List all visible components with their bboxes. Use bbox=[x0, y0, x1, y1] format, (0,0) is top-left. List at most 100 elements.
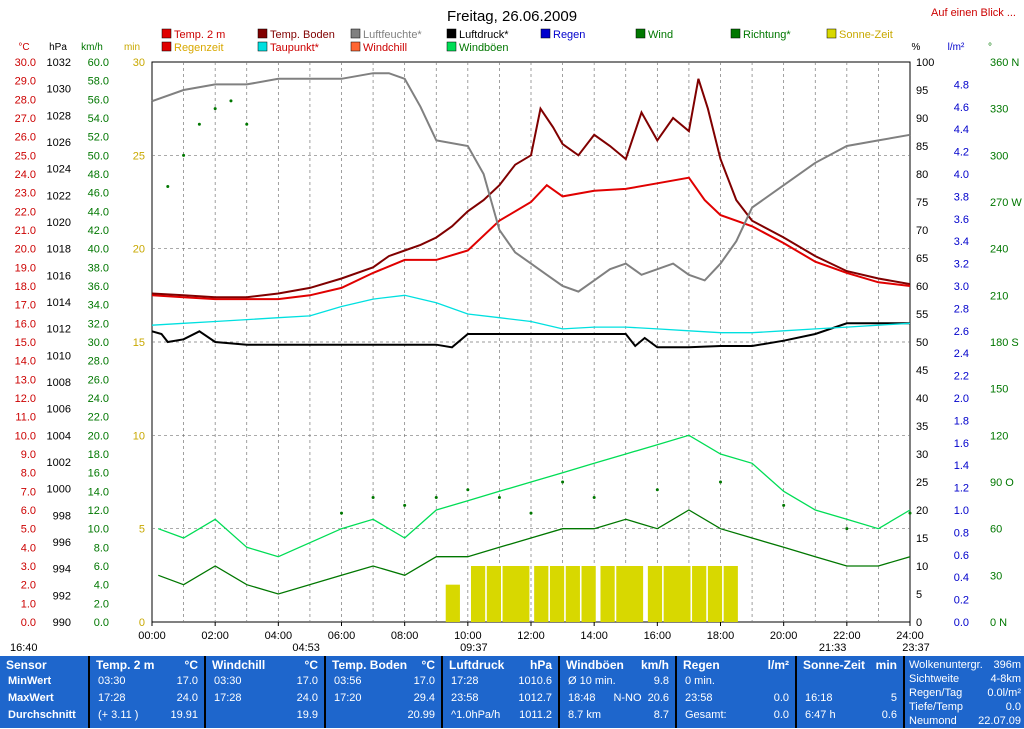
stats-row: Gesamt: 0.0 bbox=[685, 709, 789, 724]
sun-times-row: 16:40 04:53 09:37 21:33 23:37 bbox=[10, 642, 930, 654]
humidity-tick: 65 bbox=[916, 253, 928, 265]
wind-tick: 20.0 bbox=[88, 430, 109, 442]
pressure-tick: 1020 bbox=[47, 217, 71, 229]
temp-tick: 19.0 bbox=[15, 262, 36, 274]
sun-bar bbox=[628, 566, 644, 622]
humidity-tick: 15 bbox=[916, 533, 928, 545]
temp-tick: 10.0 bbox=[15, 430, 36, 442]
stats-row: 17:28 1010.6 bbox=[451, 675, 552, 690]
legend-label: Richtung* bbox=[743, 29, 791, 41]
stats-header: Temp. Boden bbox=[332, 658, 408, 672]
pressure-tick: 1018 bbox=[47, 244, 71, 256]
temp-tick: 5.0 bbox=[21, 524, 36, 536]
wind-tick: 28.0 bbox=[88, 356, 109, 368]
wind-tick: 26.0 bbox=[88, 374, 109, 386]
pressure-tick: 1026 bbox=[47, 137, 71, 149]
direction-tick: 150 bbox=[990, 384, 1008, 396]
wind-tick: 16.0 bbox=[88, 468, 109, 480]
stats-row: 18:48 N-NO 20.6 bbox=[568, 692, 669, 707]
rain-tick: 1.0 bbox=[954, 505, 969, 517]
pressure-tick: 1032 bbox=[47, 57, 71, 69]
stats-row: 8.7 km 8.7 bbox=[568, 709, 669, 724]
temp-tick: 25.0 bbox=[15, 150, 36, 162]
wind-tick: 24.0 bbox=[88, 393, 109, 405]
extra-key: Neumond bbox=[909, 715, 957, 727]
stats-value: (+ 3.11 ) bbox=[98, 709, 139, 721]
stats-row: (+ 3.11 ) 19.91 bbox=[98, 709, 198, 724]
direction-point bbox=[592, 496, 596, 500]
legend-label: Luftdruck* bbox=[459, 29, 509, 41]
legend-swatch bbox=[161, 28, 172, 39]
stats-value: 24.0 bbox=[176, 692, 198, 704]
direction-point bbox=[466, 488, 470, 492]
extra-value: 22.07.09 bbox=[978, 715, 1021, 727]
rain-tick: 2.0 bbox=[954, 393, 969, 405]
rain-tick: 2.6 bbox=[954, 326, 969, 338]
pressure-tick: 1012 bbox=[47, 324, 71, 336]
humidity-tick: 40 bbox=[916, 393, 928, 405]
direction-tick: 30 bbox=[990, 570, 1002, 582]
sun-bar bbox=[486, 566, 501, 622]
legend-swatch bbox=[161, 41, 172, 52]
stats-value: 0.0 bbox=[773, 692, 789, 704]
wind-tick: 14.0 bbox=[88, 486, 109, 498]
temp-tick: 15.0 bbox=[15, 337, 36, 349]
pressure-tick: 996 bbox=[53, 537, 71, 549]
unit-header: °C bbox=[18, 42, 29, 53]
legend-label: Windböen bbox=[459, 42, 509, 54]
x-tick-label: 10:00 bbox=[454, 630, 482, 642]
stats-value: 17.0 bbox=[176, 675, 198, 687]
temp-tick: 3.0 bbox=[21, 561, 36, 573]
moonset-time: 23:37 bbox=[902, 642, 930, 654]
sun-bar bbox=[676, 566, 691, 622]
legend-label: Taupunkt* bbox=[270, 42, 320, 54]
direction-point bbox=[845, 527, 849, 531]
extra-row: Regen/Tag 0.0l/m² bbox=[909, 687, 1021, 701]
temp-tick: 4.0 bbox=[21, 542, 36, 554]
legend-swatch bbox=[635, 28, 646, 39]
x-tick-label: 08:00 bbox=[391, 630, 419, 642]
wind-tick: 46.0 bbox=[88, 188, 109, 200]
stats-value: Ø 10 min. bbox=[568, 675, 616, 687]
sun-tick: 0 bbox=[139, 617, 145, 629]
direction-tick: 270 W bbox=[990, 197, 1022, 209]
direction-point bbox=[908, 511, 912, 515]
pressure-tick: 1030 bbox=[47, 84, 71, 96]
temp-tick: 12.0 bbox=[15, 393, 36, 405]
extra-value: 0.0 bbox=[1005, 701, 1021, 713]
unit-headers: °C hPa km/h min% l/m² ° bbox=[18, 42, 992, 53]
pressure-tick: 1010 bbox=[47, 350, 71, 362]
stats-value: 24.0 bbox=[296, 692, 318, 704]
pressure-tick: 1002 bbox=[47, 457, 71, 469]
legend-label: Regenzeit bbox=[174, 42, 224, 54]
temp-tick: 29.0 bbox=[15, 76, 36, 88]
stats-unit: °C bbox=[304, 658, 318, 672]
temp-tick: 7.0 bbox=[21, 486, 36, 498]
stats-column: Sensor MinWert MaxWert Durchschnitt bbox=[0, 656, 88, 728]
grid bbox=[151, 61, 911, 623]
extra-value: 4-8km bbox=[990, 673, 1021, 685]
unit-header: ° bbox=[988, 42, 992, 53]
axis-ticks: 30.0 29.0 28.0 27.0 26.0 25.0 24.0 23.0 22.0 21.0… bbox=[15, 57, 1023, 629]
x-tick-label: 16:00 bbox=[644, 630, 672, 642]
sun-bar bbox=[600, 566, 615, 622]
stats-value: 17:28 bbox=[98, 692, 126, 704]
sun-bar bbox=[445, 584, 460, 622]
wind-tick: 60.0 bbox=[88, 57, 109, 69]
rain-tick: 4.2 bbox=[954, 147, 969, 159]
rain-tick: 1.4 bbox=[954, 460, 969, 472]
stats-row: MinWert bbox=[8, 675, 82, 690]
rain-tick: 3.2 bbox=[954, 259, 969, 271]
rain-tick: 1.6 bbox=[954, 438, 969, 450]
overview-link[interactable]: Auf einen Blick ... bbox=[931, 7, 1016, 19]
stats-unit: km/h bbox=[640, 658, 669, 672]
humidity-tick: 30 bbox=[916, 449, 928, 461]
legend-swatch bbox=[826, 28, 837, 39]
stats-value: MinWert bbox=[8, 675, 52, 687]
stats-row: 16:18 5 bbox=[805, 692, 897, 707]
stats-value: 03:56 bbox=[334, 675, 362, 687]
humidity-tick: 45 bbox=[916, 365, 928, 377]
direction-tick: 0 N bbox=[990, 617, 1007, 629]
sun-bar bbox=[565, 566, 580, 622]
extra-row: Sichtweite 4-8km bbox=[909, 673, 1021, 687]
